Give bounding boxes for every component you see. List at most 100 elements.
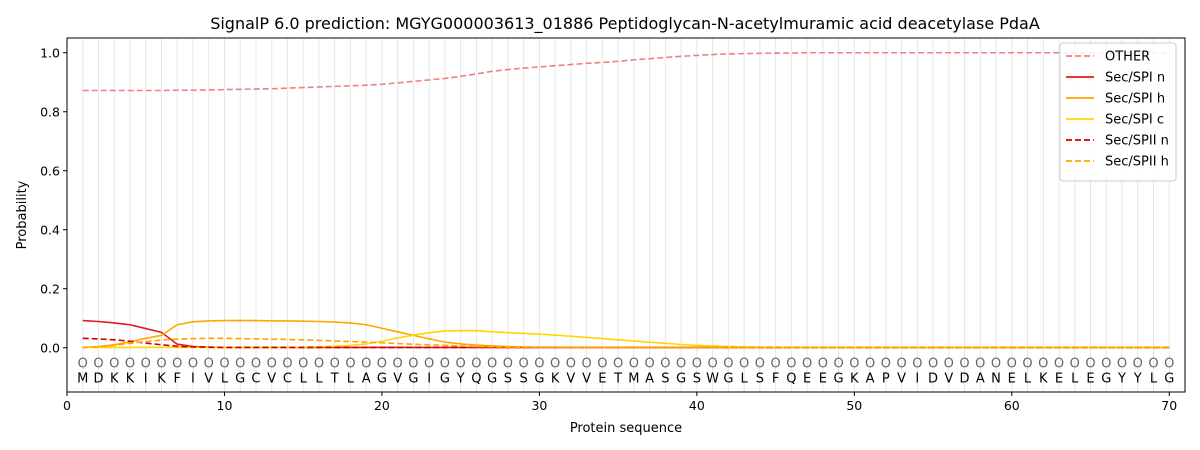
sequence-residue: V [267,371,276,386]
sequence-residue: L [315,371,323,386]
sequence-residue: V [204,371,213,386]
sequence-residue: C [283,371,292,386]
sequence-residue: G [1101,371,1111,386]
x-tick-label: 0 [63,398,71,413]
region-label: O [393,357,403,372]
sequence-residue: D [93,371,103,386]
region-label: O [959,357,969,372]
region-label: O [912,357,922,372]
region-label: O [928,357,938,372]
region-label: O [881,357,891,372]
region-label: O [519,357,529,372]
region-label: O [645,357,655,372]
series-line-other [82,51,1170,92]
region-label: O [282,357,292,372]
sequence-residue: L [740,371,748,386]
sequence-residue: E [819,371,827,386]
sequence-residue: G [834,371,844,386]
x-axis-title: Protein sequence [570,421,682,436]
region-label: O [786,357,796,372]
sequence-residue: Y [1117,371,1126,386]
region-label: O [1164,357,1174,372]
region-label: O [1148,357,1158,372]
sequence-residue: S [693,371,701,386]
region-label: O [330,357,340,372]
region-label: O [833,357,843,372]
plot-area-frame [66,37,1186,393]
region-label: O [172,357,182,372]
sequence-residue: G [534,371,544,386]
legend-label: Sec/SPI n [1105,71,1165,86]
sequence-residue: L [300,371,308,386]
legend-label: OTHER [1105,50,1150,65]
region-label: O [1007,357,1017,372]
sequence-residue: I [144,371,148,386]
sequence-residue: Y [1133,371,1142,386]
region-label: O [802,357,812,372]
region-label: O [1085,357,1095,372]
sequence-residue: W [706,371,719,386]
region-label: O [1101,357,1111,372]
sequence-residue: Q [786,371,796,386]
sequence-residue: T [613,371,622,386]
region-label: O [204,357,214,372]
region-label: O [944,357,954,372]
sequence-residue: V [393,371,402,386]
sequence-residue: V [897,371,906,386]
sequence-residue: K [110,371,119,386]
y-tick-label: 0.0 [40,340,60,355]
region-label: O [408,357,418,372]
sequence-residue: M [77,371,88,386]
sequence-residue: K [1039,371,1048,386]
sequence-residue: Y [456,371,465,386]
region-label: O [456,357,466,372]
sequence-residue: M [628,371,639,386]
chart-title: SignalP 6.0 prediction: MGYG000003613_01… [210,14,1040,34]
sequence-residue: A [866,371,875,386]
series-line-sec-spi-h [82,319,1170,349]
sequence-residue: E [1055,371,1063,386]
region-label: O [629,357,639,372]
region-label: O [755,357,765,372]
sequence-residue: D [928,371,938,386]
sequence-residue: E [1086,371,1094,386]
sequence-residue: G [723,371,733,386]
sequence-residue: V [944,371,953,386]
series-lines [82,51,1170,349]
region-label: O [78,357,88,372]
x-tick-label: 10 [217,398,233,413]
sequence-residue: L [1071,371,1079,386]
sequence-residue: I [191,371,195,386]
sequence-residue: S [756,371,764,386]
sequence-residue: I [427,371,431,386]
y-axis-title: Probability [15,180,30,249]
sequence-residue: N [991,371,1001,386]
sequence-residue: F [173,371,180,386]
region-label: O [235,357,245,372]
x-tick-label: 70 [1161,398,1177,413]
region-label: O [676,357,686,372]
sequence-residue: L [347,371,355,386]
sequence-residue: G [487,371,497,386]
region-label: O [440,357,450,372]
sequence-residue: I [915,371,919,386]
region-label: O [471,357,481,372]
legend-label: Sec/SPII h [1105,155,1169,170]
region-label: O [156,357,166,372]
sequence-residue: E [598,371,606,386]
region-label: O [896,357,906,372]
region-label: O [534,357,544,372]
region-label: O [1038,357,1048,372]
sequence-residue: V [566,371,575,386]
sequence-residue: G [440,371,450,386]
sequence-residue: G [377,371,387,386]
region-label: O [141,357,151,372]
region-label: O [566,357,576,372]
sequence-residue: S [504,371,512,386]
y-tick-label: 0.6 [40,163,60,178]
region-label: O [660,357,670,372]
sequence-residue: G [1164,371,1174,386]
region-label: O [109,357,119,372]
